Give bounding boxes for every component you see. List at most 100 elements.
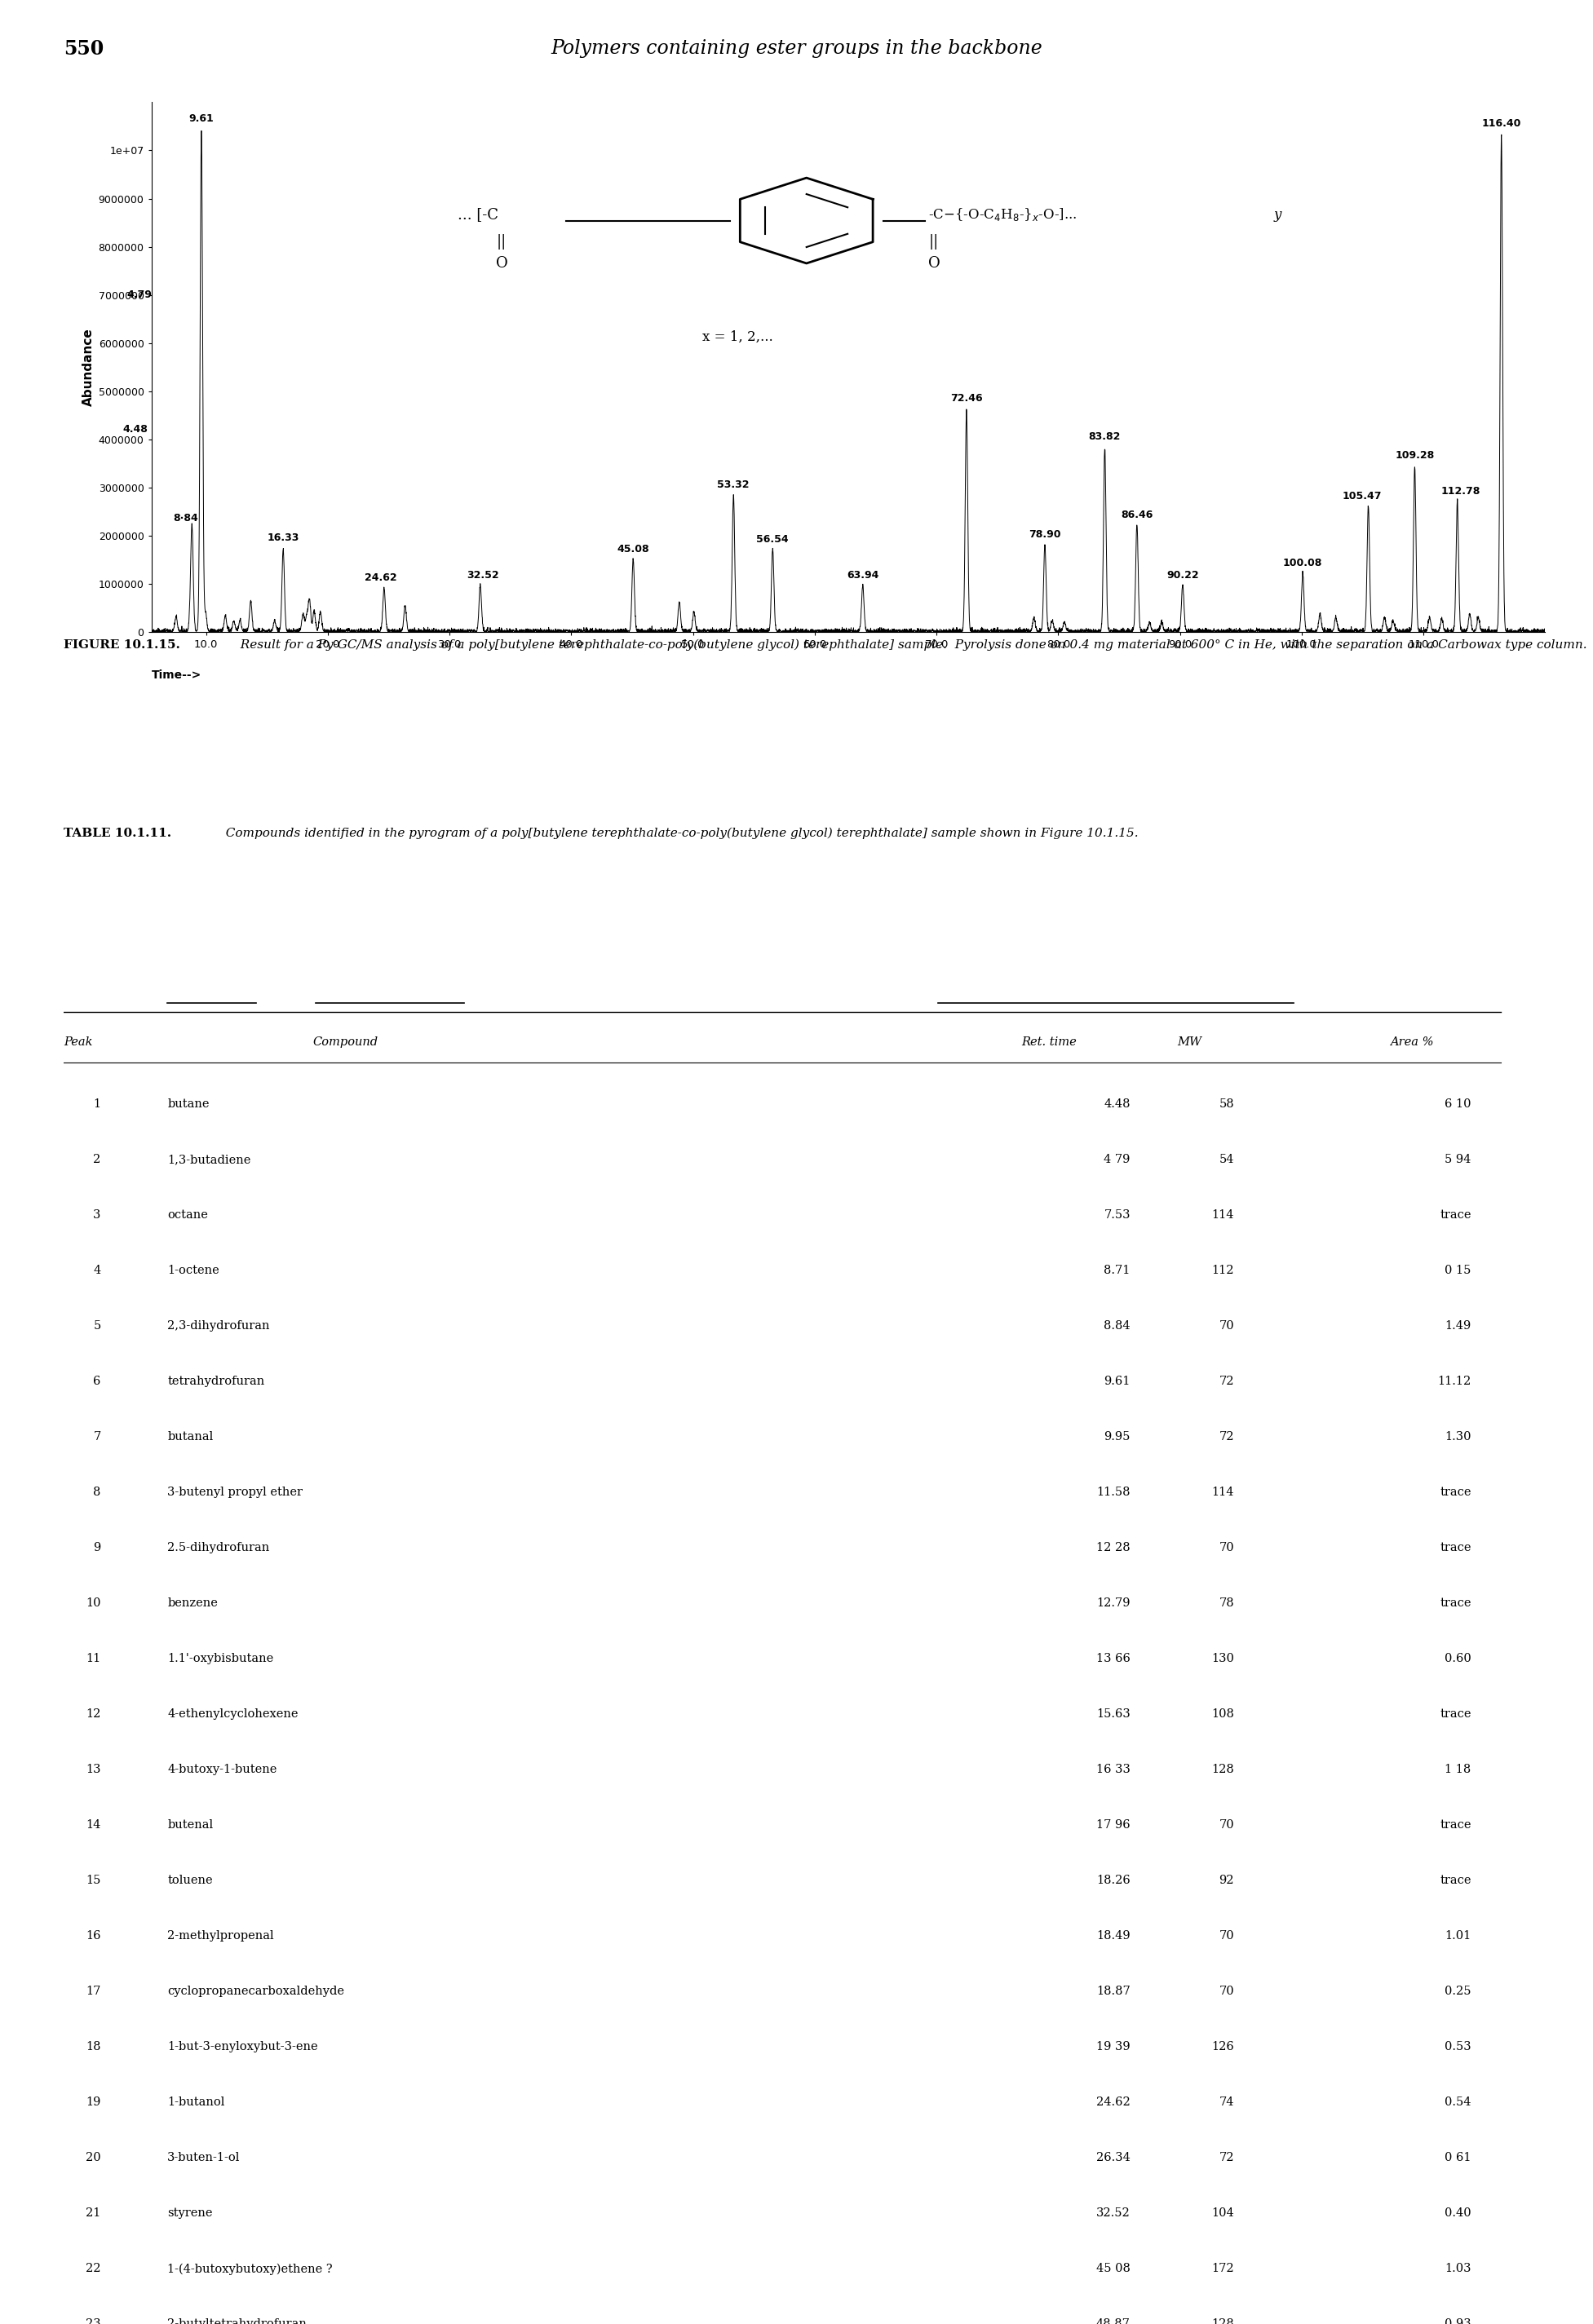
Text: 116.40: 116.40 — [1481, 119, 1521, 128]
Y-axis label: Abundance: Abundance — [83, 328, 96, 407]
Text: trace: trace — [1440, 1208, 1472, 1220]
Text: 12.79: 12.79 — [1096, 1597, 1131, 1608]
Text: 4: 4 — [94, 1264, 100, 1276]
Text: 63.94: 63.94 — [847, 569, 879, 581]
Text: 126: 126 — [1211, 2040, 1235, 2052]
Text: 4-ethenylcyclohexene: 4-ethenylcyclohexene — [167, 1708, 298, 1720]
Text: 70: 70 — [1219, 1820, 1235, 1831]
Text: 1.03: 1.03 — [1445, 2264, 1472, 2275]
Text: 114: 114 — [1212, 1487, 1235, 1499]
Text: 11: 11 — [86, 1652, 100, 1664]
Text: 24.62: 24.62 — [1096, 2096, 1131, 2108]
Text: 16.33: 16.33 — [268, 532, 299, 544]
Text: 74: 74 — [1219, 2096, 1235, 2108]
Text: 112.78: 112.78 — [1442, 486, 1481, 497]
Text: 2: 2 — [94, 1155, 100, 1164]
Text: 8: 8 — [92, 1487, 100, 1499]
Text: 1-octene: 1-octene — [167, 1264, 220, 1276]
Text: 112: 112 — [1212, 1264, 1235, 1276]
Text: 0.93: 0.93 — [1445, 2319, 1472, 2324]
Text: 70: 70 — [1219, 1985, 1235, 1996]
Text: 48.87: 48.87 — [1096, 2319, 1131, 2324]
Text: 23: 23 — [86, 2319, 100, 2324]
Text: 45.08: 45.08 — [616, 544, 650, 553]
Text: Polymers containing ester groups in the backbone: Polymers containing ester groups in the … — [551, 40, 1042, 58]
Text: 7.53: 7.53 — [1104, 1208, 1131, 1220]
Text: trace: trace — [1440, 1543, 1472, 1552]
Text: octane: octane — [167, 1208, 209, 1220]
Text: 5 94: 5 94 — [1445, 1155, 1472, 1164]
Text: 10: 10 — [86, 1597, 100, 1608]
Text: 4.48: 4.48 — [123, 423, 148, 435]
Text: 9: 9 — [94, 1543, 100, 1552]
Text: 9.61: 9.61 — [1104, 1376, 1131, 1387]
Text: 24.62: 24.62 — [365, 572, 397, 583]
Text: 12: 12 — [86, 1708, 100, 1720]
Text: 72.46: 72.46 — [951, 393, 983, 404]
Text: 1.01: 1.01 — [1445, 1931, 1472, 1943]
Text: 3-butenyl propyl ether: 3-butenyl propyl ether — [167, 1487, 303, 1499]
Text: 70: 70 — [1219, 1931, 1235, 1943]
Text: 18.26: 18.26 — [1096, 1875, 1131, 1887]
Text: 0 61: 0 61 — [1445, 2152, 1472, 2164]
Text: 26.34: 26.34 — [1096, 2152, 1131, 2164]
Text: 78.90: 78.90 — [1029, 530, 1061, 539]
Text: 72: 72 — [1219, 2152, 1235, 2164]
Text: 0.54: 0.54 — [1445, 2096, 1472, 2108]
Text: 128: 128 — [1211, 1764, 1235, 1776]
Text: 32.52: 32.52 — [1096, 2208, 1131, 2219]
Text: 7: 7 — [94, 1432, 100, 1443]
Text: 18.49: 18.49 — [1096, 1931, 1131, 1943]
Text: 92: 92 — [1219, 1875, 1235, 1887]
Text: cyclopropanecarboxaldehyde: cyclopropanecarboxaldehyde — [167, 1985, 344, 1996]
Text: 1.49: 1.49 — [1445, 1320, 1472, 1332]
Text: 70: 70 — [1219, 1543, 1235, 1552]
Text: Time-->: Time--> — [151, 669, 201, 681]
Text: 70: 70 — [1219, 1320, 1235, 1332]
Text: butanal: butanal — [167, 1432, 213, 1443]
Text: 1.1'-oxybisbutane: 1.1'-oxybisbutane — [167, 1652, 274, 1664]
Text: MW: MW — [1177, 1037, 1201, 1048]
Text: trace: trace — [1440, 1597, 1472, 1608]
Text: 1,3-butadiene: 1,3-butadiene — [167, 1155, 252, 1164]
Text: Peak: Peak — [64, 1037, 92, 1048]
Text: 2-butyltetrahydrofuran: 2-butyltetrahydrofuran — [167, 2319, 307, 2324]
Text: 15.63: 15.63 — [1096, 1708, 1131, 1720]
Text: 20: 20 — [86, 2152, 100, 2164]
Text: 78: 78 — [1219, 1597, 1235, 1608]
Text: 16 33: 16 33 — [1096, 1764, 1131, 1776]
Text: 0.60: 0.60 — [1445, 1652, 1472, 1664]
Text: Ret. time: Ret. time — [1021, 1037, 1077, 1048]
Text: FIGURE 10.1.15.: FIGURE 10.1.15. — [64, 639, 180, 651]
Text: 2-methylpropenal: 2-methylpropenal — [167, 1931, 274, 1943]
Text: 8.84: 8.84 — [1104, 1320, 1131, 1332]
Text: Compounds identified in the pyrogram of a poly[butylene terephthalate-co-poly(bu: Compounds identified in the pyrogram of … — [218, 827, 1137, 839]
Text: Result for a Py-GC/MS analysis of a poly[butylene terephthalate-co-poly(butylene: Result for a Py-GC/MS analysis of a poly… — [233, 639, 1587, 651]
Text: 16: 16 — [86, 1931, 100, 1943]
Text: 72: 72 — [1219, 1376, 1235, 1387]
Text: 550: 550 — [64, 40, 104, 58]
Text: 53.32: 53.32 — [717, 479, 750, 490]
Text: 45 08: 45 08 — [1096, 2264, 1131, 2275]
Text: 15: 15 — [86, 1875, 100, 1887]
Text: 8·84: 8·84 — [174, 514, 199, 523]
Text: 17: 17 — [86, 1985, 100, 1996]
Text: 4.79: 4.79 — [126, 288, 151, 300]
Text: 56.54: 56.54 — [757, 535, 789, 544]
Text: 1: 1 — [94, 1099, 100, 1111]
Text: 86.46: 86.46 — [1121, 509, 1153, 521]
Text: 104: 104 — [1211, 2208, 1235, 2219]
Text: 19 39: 19 39 — [1096, 2040, 1131, 2052]
Text: 13: 13 — [86, 1764, 100, 1776]
Text: 3: 3 — [92, 1208, 100, 1220]
Text: 4-butoxy-1-butene: 4-butoxy-1-butene — [167, 1764, 277, 1776]
Text: styrene: styrene — [167, 2208, 213, 2219]
Text: 1-(4-butoxybutoxy)ethene ?: 1-(4-butoxybutoxy)ethene ? — [167, 2264, 333, 2275]
Text: 83.82: 83.82 — [1088, 432, 1121, 442]
Text: 0.53: 0.53 — [1445, 2040, 1472, 2052]
Text: 32.52: 32.52 — [467, 569, 499, 581]
Text: trace: trace — [1440, 1708, 1472, 1720]
Text: 1-but-3-enyloxybut-3-ene: 1-but-3-enyloxybut-3-ene — [167, 2040, 319, 2052]
Text: 14: 14 — [86, 1820, 100, 1831]
Text: 90.22: 90.22 — [1166, 569, 1200, 581]
